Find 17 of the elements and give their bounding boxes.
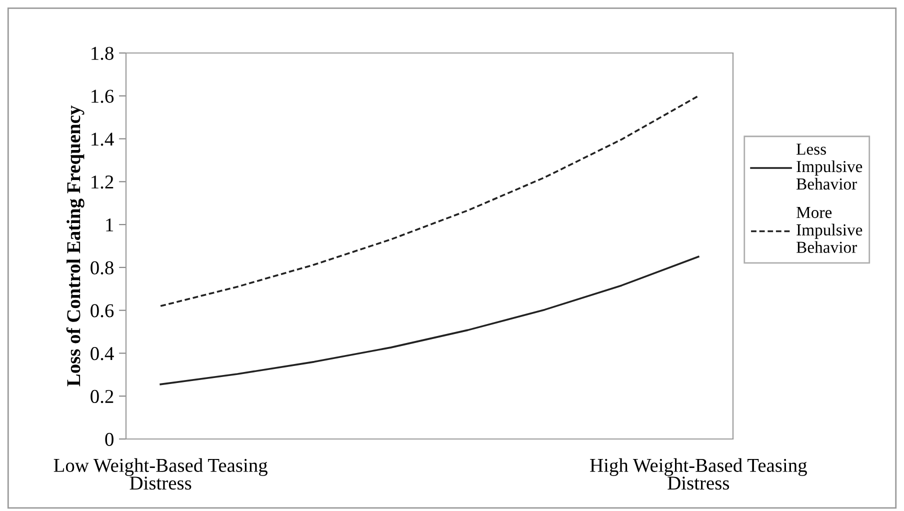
y-axis-title: Loss of Control Eating Frequency	[66, 106, 84, 386]
legend-label: More Impulsive Behavior	[796, 207, 862, 253]
y-tick-label: 0.8	[90, 261, 114, 274]
y-tick-label: 0.4	[90, 347, 114, 360]
line-series	[160, 256, 700, 386]
y-tick-label: 1.2	[92, 176, 114, 189]
y-tick-label: 0	[105, 432, 114, 446]
x-tick-label: High Weight-Based Teasing Distress	[590, 458, 807, 490]
y-tick-label: 1.8	[92, 46, 114, 60]
y-tick-label: 1.4	[92, 132, 114, 146]
y-tick-label: 1	[106, 218, 114, 232]
y-tick-label: 0.6	[90, 304, 114, 318]
x-tick-label: Low Weight-Based Teasing Distress	[54, 458, 268, 490]
y-tick-label: 1.6	[92, 90, 114, 103]
legend-label: Less Impulsive Behavior	[796, 144, 862, 190]
y-tick-label: 0.2	[90, 390, 114, 404]
line-series	[160, 94, 700, 307]
